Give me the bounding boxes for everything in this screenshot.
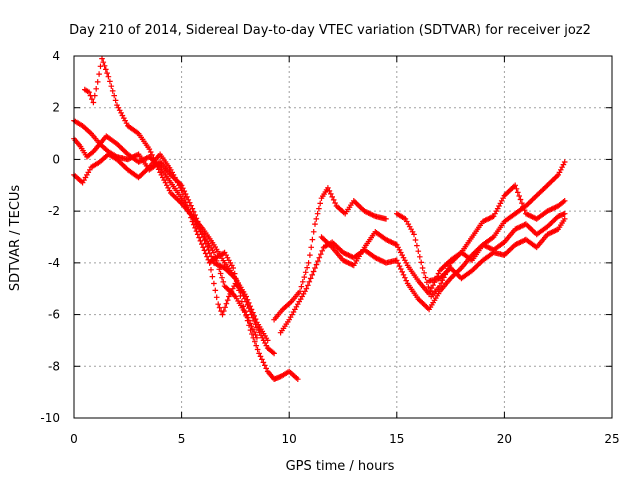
plot-frame xyxy=(73,55,613,419)
series-track-f xyxy=(271,185,389,323)
data-point-markers xyxy=(71,117,260,341)
chart-title: Day 210 of 2014, Sidereal Day-to-day VTE… xyxy=(69,23,591,38)
y-tick-label: -6 xyxy=(48,308,60,322)
series-track-i xyxy=(394,182,568,300)
y-tick-label: -4 xyxy=(48,256,60,270)
y-axis-label: SDTVAR / TECUs xyxy=(8,185,23,292)
series-track-d xyxy=(71,117,260,341)
series-track-c xyxy=(82,55,271,344)
x-tick-label: 20 xyxy=(497,432,512,446)
data-point-markers xyxy=(71,133,277,357)
data-point-markers xyxy=(206,260,245,318)
y-tick-label: 0 xyxy=(52,152,60,166)
data-point-markers xyxy=(82,55,271,344)
data-points xyxy=(71,55,568,382)
x-axis-label: GPS time / hours xyxy=(286,459,395,474)
data-point-markers xyxy=(271,185,389,323)
x-tick-label: 10 xyxy=(282,432,297,446)
series-track-a xyxy=(71,133,277,357)
x-tick-label: 15 xyxy=(389,432,404,446)
x-tick-label: 25 xyxy=(604,432,619,446)
y-tick-label: -2 xyxy=(48,204,60,218)
y-tick-label: 4 xyxy=(52,49,60,63)
data-point-markers xyxy=(426,216,568,284)
data-point-markers xyxy=(394,182,568,300)
x-tick-label: 0 xyxy=(70,432,78,446)
grid xyxy=(74,56,612,418)
series-track-e xyxy=(206,260,245,318)
y-tick-label: 2 xyxy=(52,101,60,115)
x-tick-label: 5 xyxy=(178,432,186,446)
series-track-g xyxy=(277,210,568,336)
y-tick-label: -8 xyxy=(48,359,60,373)
y-tick-label: -10 xyxy=(40,411,60,425)
series-track-j xyxy=(426,216,568,284)
data-point-markers xyxy=(277,210,568,336)
